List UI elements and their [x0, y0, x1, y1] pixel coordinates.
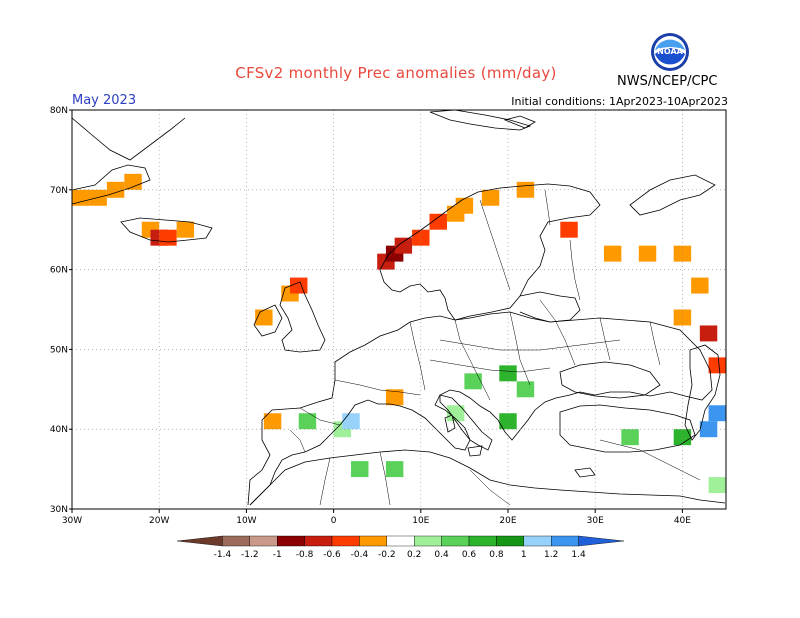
lon-tick-label: 20E [499, 516, 516, 526]
anomaly-cell [263, 413, 282, 430]
lon-tick-label: 20W [149, 516, 169, 526]
map-title: CFSv2 monthly Prec anomalies (mm/day) [235, 64, 557, 82]
legend-swatch [359, 535, 387, 547]
anomaly-cell [603, 245, 622, 262]
axis-ticks: 30W 20W 10W 0 10E 20E 30E 40E 30N 40N 50N 60N 70N 80N [50, 106, 691, 526]
lon-tick-label: 10W [236, 516, 256, 526]
legend-swatch [249, 535, 278, 547]
lon-tick-label: 30W [62, 516, 82, 526]
legend-swatch [331, 535, 360, 547]
anomaly-cell [691, 277, 709, 294]
anomaly-cell [429, 213, 447, 230]
legend-swatch [468, 535, 497, 547]
anomaly-cell [176, 221, 195, 238]
legend-labels: -1.4 -1.2 -1 -0.8 -0.6 -0.4 -0.2 0.2 0.4 0.6 0.8 1 1… [214, 550, 586, 560]
legend-swatch [441, 535, 470, 547]
anomaly-cell [499, 413, 517, 430]
legend-swatch [496, 535, 524, 547]
anomaly-cell [708, 405, 726, 422]
lat-tick-label: 80N [50, 106, 68, 116]
lon-tick-label: 10E [412, 516, 429, 526]
anomaly-cell [499, 365, 517, 382]
legend-label: 0.4 [434, 550, 449, 560]
anomaly-cell [351, 461, 369, 478]
legend-swatch [176, 535, 223, 547]
anomaly-cell [385, 389, 404, 406]
legend-boxes [176, 535, 625, 547]
anomaly-cell [699, 325, 718, 342]
legend-swatch [523, 535, 552, 547]
anomaly-cells [72, 173, 726, 494]
lat-tick-label: 50N [50, 345, 68, 355]
anomaly-cell [481, 189, 500, 206]
anomaly-cell [673, 245, 692, 262]
legend-swatch [304, 535, 333, 547]
anomaly-cell [708, 357, 726, 374]
legend-label: -1 [273, 550, 282, 560]
anomaly-cell [72, 189, 90, 206]
forecast-month: May 2023 [72, 93, 137, 108]
legend-swatch [386, 535, 415, 547]
anomaly-cell [673, 309, 692, 326]
anomaly-cell [673, 429, 692, 446]
anomaly-cell [446, 405, 465, 422]
legend-swatch [551, 535, 579, 547]
anomaly-cell [124, 173, 142, 190]
anomaly-cell [385, 461, 404, 478]
legend-label: 1.2 [544, 550, 558, 560]
anomaly-cell [412, 229, 430, 246]
anomaly-cell [464, 373, 482, 390]
anomaly-cell [394, 237, 413, 254]
anomaly-cell [638, 245, 657, 262]
legend-swatch [222, 535, 250, 547]
lat-tick-label: 30N [50, 505, 68, 515]
legend-label: -0.4 [351, 550, 369, 560]
legend-label: -0.6 [323, 550, 341, 560]
anomaly-cell [516, 381, 535, 398]
noaa-logo-icon: NOAA [651, 33, 689, 71]
coastlines [71, 109, 726, 506]
legend-swatch [578, 535, 625, 547]
legend-swatch [277, 535, 305, 547]
map-frame [71, 109, 727, 510]
initial-conditions: Initial conditions: 1Apr2023-10Apr2023 [511, 95, 728, 108]
legend-label: 0.8 [489, 550, 504, 560]
country-borders [289, 189, 701, 506]
lon-tick-label: 30E [587, 516, 604, 526]
lat-tick-label: 60N [50, 266, 68, 276]
lon-tick-label: 0 [331, 516, 337, 526]
agency-label: NWS/NCEP/CPC [617, 74, 718, 89]
legend-label: 0.6 [462, 550, 477, 560]
legend-label: -0.8 [296, 550, 314, 560]
lat-tick-label: 70N [50, 186, 68, 196]
legend-label: -0.2 [378, 550, 396, 560]
anomaly-cell [298, 413, 317, 430]
anomaly-cell [560, 221, 578, 238]
lat-lon-grid [72, 110, 726, 509]
legend-label: -1.4 [214, 550, 232, 560]
lon-tick-label: 40E [674, 516, 691, 526]
noaa-logo-text: NOAA [657, 47, 683, 56]
legend-label: 1 [521, 550, 527, 560]
legend-label: 0.2 [407, 550, 421, 560]
anomaly-cell [708, 477, 726, 494]
legend-label: -1.2 [241, 550, 259, 560]
lat-tick-label: 40N [50, 425, 68, 435]
legend-label: 1.4 [571, 550, 586, 560]
anomaly-cell [621, 429, 639, 446]
legend-swatch [414, 535, 442, 547]
